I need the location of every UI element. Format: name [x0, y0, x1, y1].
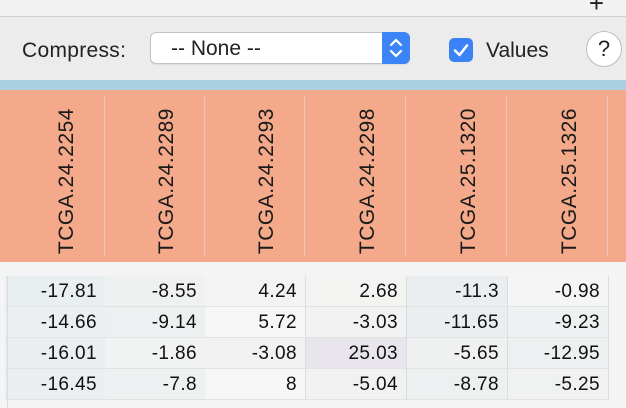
column-header[interactable]: TCGA.24.2289 — [105, 90, 205, 262]
column-separator — [104, 96, 105, 256]
column-header-label: TCGA.24.2293 — [255, 107, 278, 254]
column-separator — [304, 96, 305, 256]
table-row[interactable]: -14.66 -9.14 5.72 -3.03 -11.65 -9.23 — [0, 307, 626, 338]
column-header[interactable]: TCGA.24.2293 — [205, 90, 305, 262]
column-separator — [506, 96, 507, 256]
table-cell[interactable]: 8 — [205, 369, 306, 400]
table-cell[interactable]: -8.78 — [407, 369, 508, 400]
table-cell[interactable]: 25.03 — [306, 338, 407, 369]
table-cell[interactable]: -9.23 — [508, 307, 609, 338]
column-header-band: TCGA.24.2254 TCGA.24.2289 TCGA.24.2293 TCGA… — [0, 90, 626, 262]
top-strip: + — [0, 0, 626, 18]
column-header[interactable]: TCGA.24.2254 — [5, 90, 105, 262]
table-row[interactable]: -17.81 -8.55 4.24 2.68 -11.3 -0.98 — [0, 276, 626, 307]
checkmark-icon — [453, 44, 469, 57]
table-cell[interactable]: -9.14 — [105, 307, 206, 338]
table-cell[interactable]: -14.66 — [5, 307, 106, 338]
table-cell[interactable]: -16.01 — [5, 338, 106, 369]
add-icon[interactable]: + — [588, 0, 604, 18]
column-header-label: TCGA.25.1320 — [457, 107, 480, 254]
table-cell[interactable]: -16.45 — [5, 369, 106, 400]
table-cell[interactable]: -0.98 — [508, 276, 609, 307]
column-separator — [607, 96, 608, 256]
table-cell[interactable]: -7.8 — [105, 369, 206, 400]
table-row[interactable]: -16.01 -1.86 -3.08 25.03 -5.65 -12.95 — [0, 338, 626, 369]
compress-select-value: -- None -- — [171, 37, 261, 60]
table-cell[interactable]: 4.24 — [205, 276, 306, 307]
column-separator — [204, 96, 205, 256]
table-cell[interactable]: -5.04 — [306, 369, 407, 400]
table-cell[interactable]: 2.68 — [306, 276, 407, 307]
table-cell[interactable]: -11.65 — [407, 307, 508, 338]
compress-select[interactable]: -- None -- — [150, 32, 410, 64]
table-row[interactable]: -16.45 -7.8 8 -5.04 -8.78 -5.25 — [0, 369, 626, 400]
row-header-separator — [7, 276, 8, 408]
column-header-label: TCGA.24.2254 — [55, 107, 78, 254]
column-header[interactable]: TCGA.25.1326 — [508, 90, 608, 262]
toolbar: Compress: -- None -- Values ? — [0, 17, 626, 79]
column-separator — [405, 96, 406, 256]
help-button[interactable]: ? — [586, 31, 622, 67]
chevron-up-down-icon[interactable] — [382, 32, 410, 64]
compress-label: Compress: — [22, 39, 127, 62]
table-cell[interactable]: -11.3 — [407, 276, 508, 307]
table-cell[interactable]: -12.95 — [508, 338, 609, 369]
column-header-label: TCGA.24.2298 — [356, 107, 379, 254]
column-header-label: TCGA.24.2289 — [155, 107, 178, 254]
values-checkbox[interactable] — [449, 38, 473, 62]
column-header-label: TCGA.25.1326 — [558, 107, 581, 254]
table-cell[interactable]: -1.86 — [105, 338, 206, 369]
table-cell[interactable]: -3.08 — [205, 338, 306, 369]
table-cell[interactable]: 5.72 — [205, 307, 306, 338]
table-cell[interactable]: -8.55 — [105, 276, 206, 307]
values-label: Values — [486, 39, 549, 62]
data-table: -17.81 -8.55 4.24 2.68 -11.3 -0.98 -14.66 -9.14… — [0, 262, 626, 408]
table-cell[interactable]: -17.81 — [5, 276, 106, 307]
table-cell[interactable]: -5.25 — [508, 369, 609, 400]
table-cell[interactable]: -3.03 — [306, 307, 407, 338]
divider-band — [0, 80, 626, 90]
column-header[interactable]: TCGA.24.2298 — [306, 90, 406, 262]
column-header[interactable]: TCGA.25.1320 — [407, 90, 507, 262]
table-cell[interactable]: -5.65 — [407, 338, 508, 369]
